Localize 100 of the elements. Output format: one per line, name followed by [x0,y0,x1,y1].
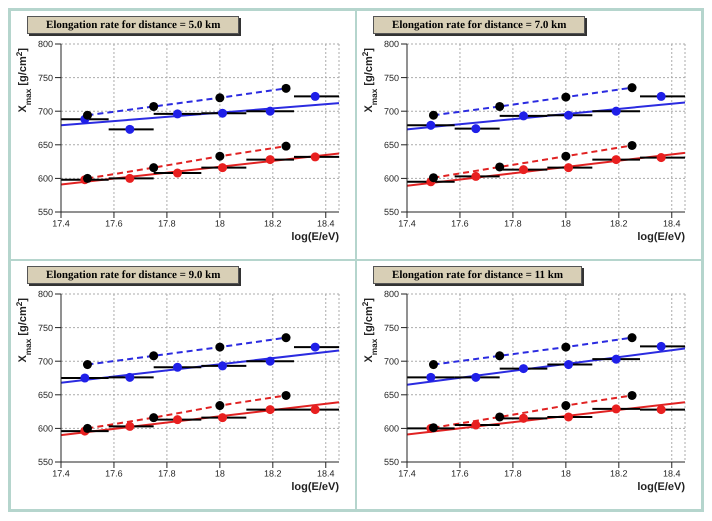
point [310,405,320,414]
point [125,372,134,382]
point [612,155,621,164]
point [80,373,90,383]
point [266,155,275,164]
x-tick-label: 18.4 [316,468,335,478]
point [518,364,528,374]
point [215,152,224,161]
point [266,356,275,366]
y-tick-label: 700 [38,106,53,116]
point [125,422,134,431]
y-tick-label: 600 [384,174,399,184]
x-tick-label: 18.2 [264,218,282,228]
point [495,351,504,360]
point [310,92,320,101]
point [518,165,528,174]
point [628,333,637,342]
y-tick-label: 750 [38,322,53,333]
point [656,405,666,414]
y-tick-label: 800 [384,39,399,50]
chart-title: Elongation rate for distance = 5.0 km [27,16,240,34]
x-tick-label: 18 [560,468,571,478]
point [628,83,637,92]
point [561,92,570,102]
x-axis-title: log(E/eV) [291,231,340,243]
chart-title: Elongation rate for distance = 9.0 km [27,266,240,284]
y-tick-label: 750 [384,322,399,333]
y-tick-label: 800 [38,289,53,300]
y-tick-label: 650 [384,140,399,150]
point [656,92,666,101]
point [628,140,637,150]
point [266,405,275,414]
point [82,360,92,370]
x-tick-label: 17.4 [52,468,70,478]
y-tick-label: 750 [38,72,53,83]
point [612,106,621,116]
point [82,110,92,120]
x-tick-label: 17.6 [105,468,123,478]
x-tick-label: 18.2 [264,468,282,478]
y-tick-label: 600 [384,424,399,434]
x-tick-label: 17.4 [398,218,416,228]
point [282,390,291,400]
point [564,360,574,370]
y-tick-label: 750 [384,72,399,83]
point [656,342,666,351]
point [149,163,158,172]
x-axis-title: log(E/eV) [637,231,686,243]
point [426,372,436,382]
x-tick-label: 17.8 [504,468,522,478]
x-tick-label: 18.2 [610,218,628,228]
point [218,413,228,422]
point [495,102,504,111]
y-tick-label: 650 [38,140,53,150]
point [428,173,438,182]
y-tick-label: 600 [38,174,53,184]
point [428,110,438,120]
x-tick-label: 17.8 [504,218,522,228]
x-tick-label: 18.4 [662,468,681,478]
y-tick-label: 650 [38,390,53,400]
y-tick-label: 700 [384,106,399,116]
x-tick-label: 17.8 [158,468,176,478]
point [266,106,275,116]
point [656,153,666,162]
point [149,413,158,422]
point [149,102,158,111]
y-tick-label: 600 [38,424,53,434]
point [282,333,291,342]
point [471,124,480,134]
x-tick-label: 17.8 [158,218,176,228]
x-axis-title: log(E/eV) [637,481,686,493]
point [82,174,92,183]
chart-title: Elongation rate for distance = 11 km [373,266,582,284]
y-tick-label: 550 [38,207,53,218]
point [149,351,158,360]
point [518,111,528,120]
point [426,120,436,130]
x-tick-label: 18 [214,218,225,228]
point [172,168,182,178]
point [561,401,570,410]
chart-title: Elongation rate for distance = 7.0 km [373,16,586,34]
y-tick-label: 650 [384,390,399,400]
point [471,420,480,430]
point [125,174,134,183]
point [495,412,504,422]
point [172,362,182,372]
point [561,152,570,161]
y-tick-label: 550 [38,457,53,468]
x-tick-label: 17.6 [105,218,123,228]
point [471,172,480,181]
point [628,390,637,400]
point [612,354,621,364]
point [218,163,228,172]
x-axis-title: log(E/eV) [291,481,340,493]
x-tick-label: 17.4 [52,218,70,228]
point [428,423,438,432]
point [82,424,92,433]
point [564,163,574,172]
point [215,93,224,102]
x-tick-label: 17.6 [451,468,469,478]
x-tick-label: 18.4 [316,218,335,228]
